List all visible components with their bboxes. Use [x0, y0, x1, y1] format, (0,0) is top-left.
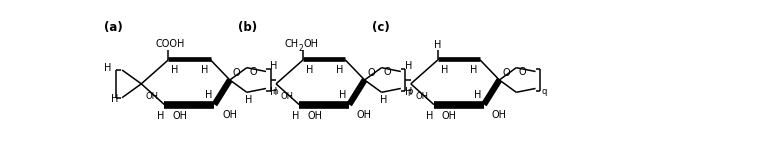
Text: O: O [367, 68, 375, 78]
Text: H: H [292, 111, 299, 121]
Text: O: O [249, 67, 257, 77]
Text: H: H [157, 111, 164, 121]
Text: CH: CH [284, 39, 299, 49]
Text: H: H [306, 65, 313, 75]
Text: H: H [441, 65, 448, 75]
Text: O: O [384, 67, 391, 77]
Text: H: H [405, 87, 412, 97]
Text: OH: OH [173, 111, 187, 121]
Text: p: p [407, 87, 413, 96]
Text: H: H [205, 90, 212, 100]
Text: OH: OH [307, 111, 322, 121]
Text: H: H [380, 95, 387, 105]
Text: H: H [270, 87, 277, 97]
Text: OH: OH [492, 110, 507, 120]
Text: H: H [405, 61, 412, 71]
Text: H: H [270, 61, 277, 71]
Text: H: H [474, 90, 481, 100]
Text: OH: OH [357, 110, 372, 120]
Text: H: H [104, 63, 112, 73]
Text: OH: OH [146, 92, 159, 101]
Text: q: q [542, 87, 547, 96]
Text: O: O [519, 67, 526, 77]
Text: H: H [471, 65, 478, 75]
Text: O: O [503, 68, 510, 78]
Text: OH: OH [415, 92, 428, 101]
Text: H: H [201, 65, 208, 75]
Text: (c): (c) [372, 21, 390, 34]
Text: 2: 2 [299, 44, 303, 53]
Text: OH: OH [280, 92, 293, 101]
Text: n: n [272, 87, 277, 96]
Text: (a): (a) [104, 21, 122, 34]
Text: H: H [245, 95, 253, 105]
Text: OH: OH [442, 111, 457, 121]
Text: H: H [111, 94, 118, 104]
Text: OH: OH [303, 39, 319, 49]
Text: H: H [339, 90, 347, 100]
Text: H: H [434, 40, 442, 50]
Text: H: H [171, 65, 179, 75]
Text: COOH: COOH [155, 39, 184, 49]
Text: OH: OH [222, 110, 237, 120]
Text: O: O [233, 68, 241, 78]
Text: (b): (b) [238, 21, 257, 34]
Text: H: H [335, 65, 343, 75]
Text: H: H [426, 111, 434, 121]
